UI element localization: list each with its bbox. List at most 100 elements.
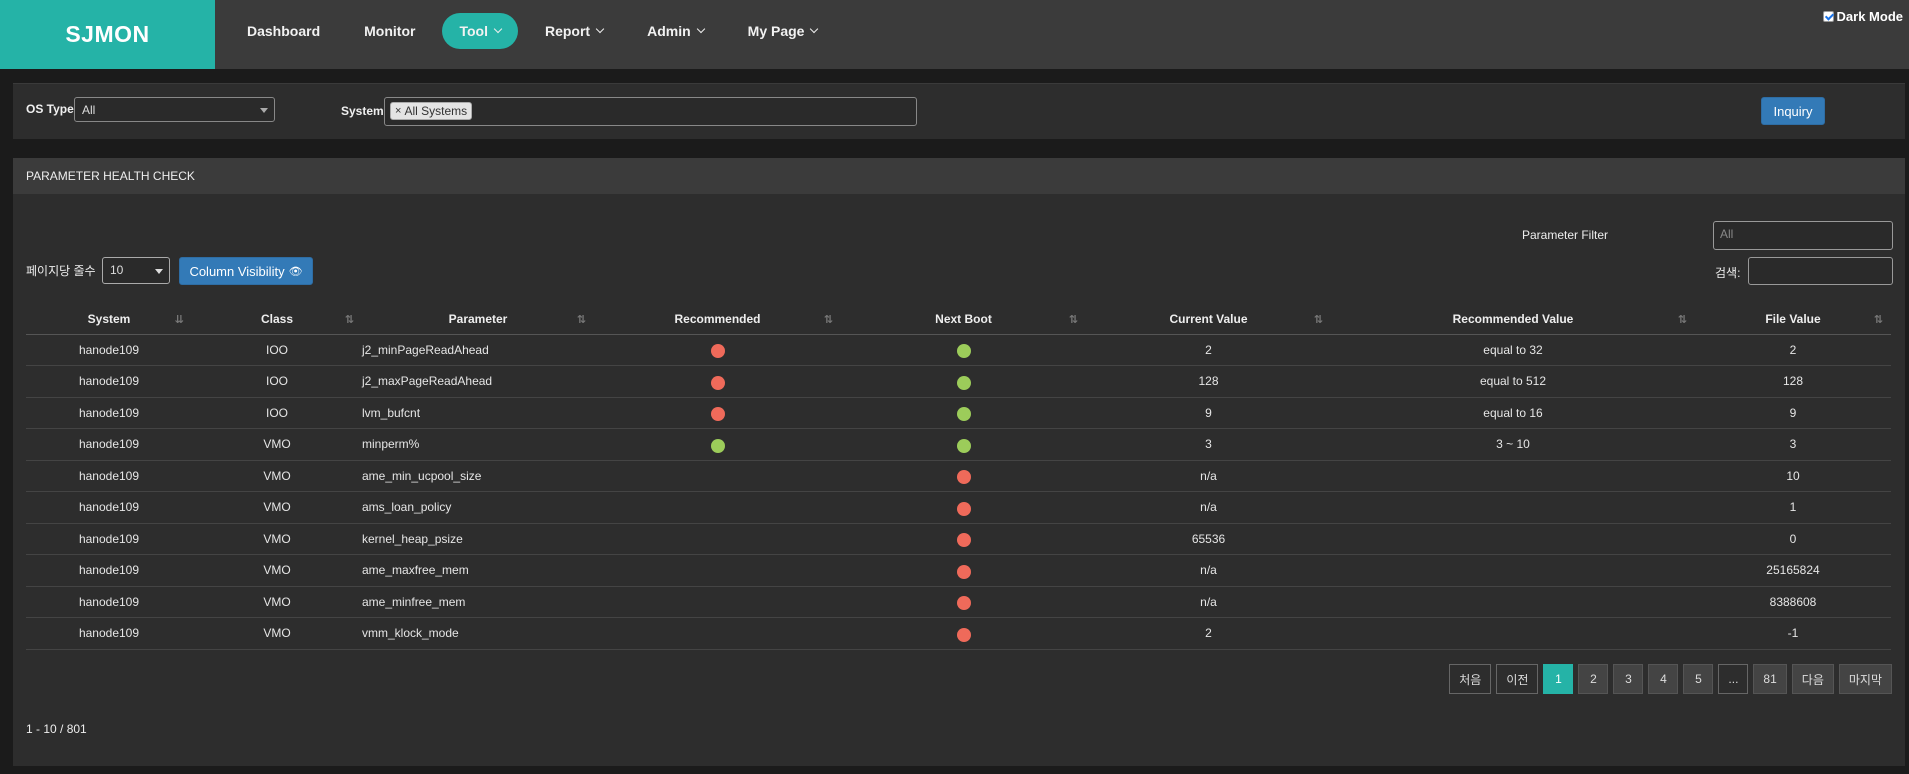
page-button[interactable]: 5 — [1683, 664, 1714, 694]
close-icon[interactable]: × — [395, 105, 402, 117]
cell-next-boot — [841, 334, 1086, 366]
status-dot-red-icon — [956, 533, 971, 548]
nav-item-my-page[interactable]: My Page — [731, 13, 835, 49]
dark-mode-checkbox[interactable] — [1822, 11, 1834, 22]
nav-item-admin[interactable]: Admin — [630, 13, 721, 49]
cell-next-boot — [841, 554, 1086, 587]
table-row[interactable]: hanode109 VMO ame_maxfree_mem n/a 25165824 — [26, 554, 1891, 587]
system-multiselect[interactable]: × All Systems — [384, 97, 917, 126]
chevron-down-icon — [595, 24, 605, 34]
status-dot-green-icon — [710, 438, 725, 453]
dark-mode-toggle[interactable]: Dark Mode — [1822, 9, 1903, 24]
table-row[interactable]: hanode109 IOO j2_maxPageReadAhead 128 equal … — [26, 365, 1891, 398]
cell-current: 65536 — [1086, 523, 1331, 555]
sort-icon[interactable]: ⇅ — [344, 314, 354, 326]
inquiry-button[interactable]: Inquiry — [1761, 97, 1825, 125]
table-row[interactable]: hanode109 IOO lvm_bufcnt 9 equal to 16 9 — [26, 397, 1891, 429]
os-type-select[interactable]: All — [74, 97, 275, 122]
cell-rec-value: equal to 32 — [1331, 334, 1695, 366]
column-header-label: Parameter — [448, 311, 508, 326]
page-button[interactable]: 81 — [1753, 664, 1787, 694]
cell-current: n/a — [1086, 554, 1331, 587]
column-header-next-boot[interactable]: Next Boot ⇅ — [841, 304, 1086, 335]
nav-item-report[interactable]: Report — [528, 13, 620, 49]
page-button[interactable]: 이전 — [1496, 664, 1539, 694]
status-dot-green-icon — [956, 375, 971, 390]
table-row[interactable]: hanode109 VMO minperm% 3 3 ~ 10 3 — [26, 428, 1891, 461]
sort-icon[interactable]: ⇊ — [174, 314, 184, 326]
cell-parameter: ame_minfree_mem — [362, 586, 594, 618]
cell-system: hanode109 — [26, 586, 192, 618]
page-button[interactable]: 마지막 — [1838, 664, 1892, 694]
rows-per-page-select[interactable]: 10 — [102, 257, 170, 284]
nav-item-tool[interactable]: Tool — [442, 13, 518, 49]
table-row[interactable]: hanode109 IOO j2_minPageReadAhead 2 equal to… — [26, 334, 1891, 366]
main-nav: Dashboard Monitor Tool Report Admin My Page — [230, 13, 844, 49]
search-input[interactable] — [1748, 257, 1893, 285]
status-dot-red-icon — [956, 596, 971, 611]
system-tag[interactable]: × All Systems — [390, 102, 473, 120]
column-header-system[interactable]: System ⇊ — [26, 304, 192, 335]
page-button[interactable]: 처음 — [1449, 664, 1492, 694]
top-navbar: SJMON Dashboard Monitor Tool Report Admin My … — [0, 0, 1909, 69]
column-header-parameter[interactable]: Parameter ⇅ — [362, 304, 594, 335]
table-row[interactable]: hanode109 VMO kernel_heap_psize 65536 0 — [26, 523, 1891, 555]
cell-rec-value: equal to 512 — [1331, 365, 1695, 398]
chevron-down-icon — [260, 108, 268, 113]
cell-current: 9 — [1086, 397, 1331, 429]
cell-file: 0 — [1695, 523, 1891, 555]
cell-rec-value — [1331, 586, 1695, 618]
table-row[interactable]: hanode109 VMO ame_minfree_mem n/a 8388608 — [26, 586, 1891, 618]
cell-recommended — [594, 334, 841, 366]
status-dot-red-icon — [956, 627, 971, 642]
table-row[interactable]: hanode109 VMO ame_min_ucpool_size n/a 10 — [26, 460, 1891, 492]
cell-next-boot — [841, 586, 1086, 618]
page-button[interactable]: 4 — [1648, 664, 1679, 694]
cell-next-boot — [841, 428, 1086, 461]
filter-panel: OS Type All System × All Systems Inquiry — [13, 83, 1905, 139]
column-header-label: File Value — [1765, 311, 1821, 326]
cell-class: VMO — [192, 428, 362, 461]
column-header-recommended[interactable]: Recommended ⇅ — [594, 304, 841, 335]
column-visibility-button[interactable]: Column Visibility 👁 — [179, 257, 313, 285]
cell-system: hanode109 — [26, 365, 192, 398]
nav-item-monitor[interactable]: Monitor — [347, 13, 432, 49]
column-header-current-value[interactable]: Current Value ⇅ — [1086, 304, 1331, 335]
nav-item-dashboard[interactable]: Dashboard — [230, 13, 337, 49]
sort-icon[interactable]: ⇅ — [576, 314, 586, 326]
sort-icon[interactable]: ⇅ — [1677, 314, 1687, 326]
sort-icon[interactable]: ⇅ — [1313, 314, 1323, 326]
cell-recommended — [594, 397, 841, 429]
cell-next-boot — [841, 523, 1086, 555]
column-header-label: System — [87, 311, 131, 326]
cell-file: 1 — [1695, 491, 1891, 524]
sort-icon[interactable]: ⇅ — [1873, 314, 1883, 326]
sort-icon[interactable]: ⇅ — [823, 314, 833, 326]
cell-current: n/a — [1086, 460, 1331, 492]
cell-parameter: ams_loan_policy — [362, 491, 594, 524]
column-header-file-value[interactable]: File Value ⇅ — [1695, 304, 1891, 335]
cell-recommended — [594, 460, 841, 492]
brand-logo[interactable]: SJMON — [0, 0, 215, 69]
cell-parameter: kernel_heap_psize — [362, 523, 594, 555]
table-row[interactable]: hanode109 VMO ams_loan_policy n/a 1 — [26, 491, 1891, 524]
column-header-recommended-value[interactable]: Recommended Value ⇅ — [1331, 304, 1695, 335]
parameter-filter-input[interactable]: All — [1713, 221, 1893, 250]
table-row[interactable]: hanode109 VMO vmm_klock_mode 2 -1 — [26, 617, 1891, 650]
cell-class: VMO — [192, 586, 362, 618]
chevron-down-icon — [493, 24, 503, 34]
rows-per-page-value: 10 — [110, 263, 124, 277]
cell-parameter: vmm_klock_mode — [362, 617, 594, 650]
cell-rec-value — [1331, 491, 1695, 524]
cell-current: 3 — [1086, 428, 1331, 461]
status-dot-red-icon — [956, 564, 971, 579]
sort-icon[interactable]: ⇅ — [1068, 314, 1078, 326]
page-button[interactable]: 다음 — [1791, 664, 1834, 694]
column-header-class[interactable]: Class ⇅ — [192, 304, 362, 335]
page-button[interactable]: 2 — [1578, 664, 1609, 694]
page-button[interactable]: 3 — [1613, 664, 1644, 694]
page-button[interactable]: 1 — [1543, 664, 1574, 694]
status-dot-green-icon — [956, 407, 971, 422]
cell-parameter: j2_minPageReadAhead — [362, 334, 594, 366]
page-button[interactable]: ... — [1718, 664, 1749, 694]
